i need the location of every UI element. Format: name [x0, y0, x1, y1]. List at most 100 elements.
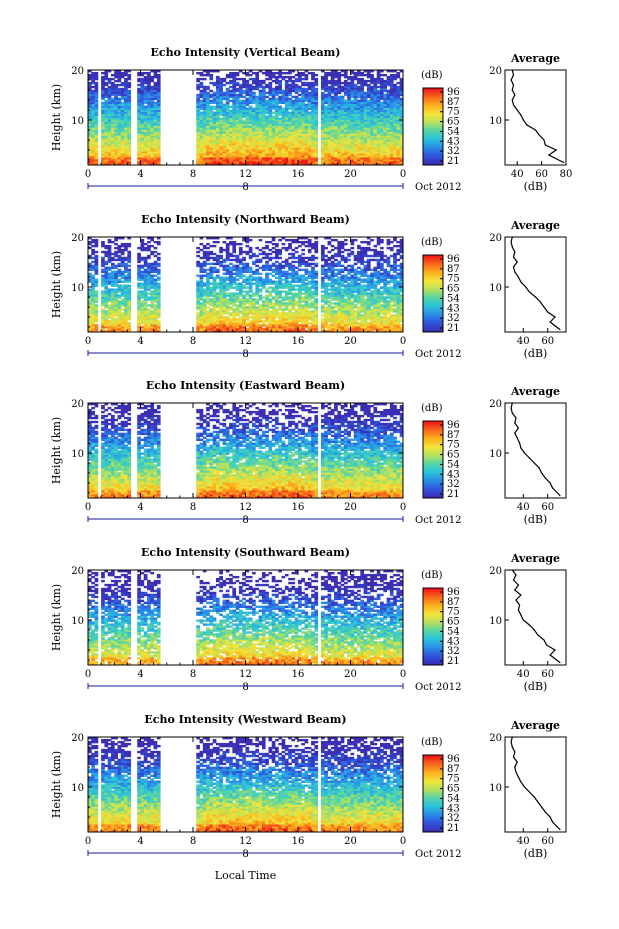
heatmap-cell [104, 121, 109, 124]
heatmap-cell [232, 272, 237, 276]
heatmap-cell [91, 113, 95, 116]
heatmap-cell [232, 308, 237, 311]
heatmap-cell [120, 153, 125, 156]
heatmap-cell [153, 141, 158, 144]
heatmap-cell [140, 135, 145, 138]
heatmap-cell [117, 300, 122, 303]
heatmap-cell [143, 99, 148, 103]
heatmap-cell [209, 250, 214, 254]
heatmap-cell [88, 123, 92, 126]
heatmap-cell [143, 115, 148, 118]
heatmap-cell [127, 157, 132, 160]
heatmap-cell [156, 153, 161, 156]
heatmap-cell [265, 115, 269, 118]
heatmap-cell [153, 151, 158, 154]
heatmap-cell [232, 258, 237, 262]
heatmap-cell [314, 77, 319, 81]
heatmap-cell [337, 71, 342, 75]
heatmap-cell [153, 70, 158, 73]
heatmap-cell [107, 79, 112, 83]
heatmap-cell [209, 89, 214, 93]
heatmap-cell [363, 91, 368, 95]
heatmap-cell [124, 125, 128, 128]
heatmap-cell [110, 87, 115, 91]
heatmap-cell [107, 89, 112, 93]
heatmap-cell [353, 83, 358, 87]
heatmap-cell [153, 254, 158, 258]
heatmap-cell [383, 93, 387, 97]
heatmap-cell [110, 115, 115, 118]
heatmap-cell [150, 103, 155, 107]
heatmap-cell [107, 77, 112, 81]
heatmap-cell [117, 157, 122, 160]
heatmap-cell [153, 117, 158, 120]
heatmap-cell [107, 127, 112, 130]
heatmap-cell [127, 322, 132, 325]
heatmap-cell [101, 163, 105, 166]
heatmap-cell [124, 79, 128, 83]
heatmap-cell [101, 139, 105, 142]
heatmap-cell [150, 70, 155, 73]
heatmap-cell [199, 111, 204, 114]
heatmap-cell [101, 83, 105, 87]
heatmap-cell [94, 81, 99, 85]
heatmap-cell [225, 282, 230, 285]
heatmap-cell [150, 161, 155, 164]
heatmap-cell [94, 87, 99, 91]
heatmap-cell [143, 109, 148, 112]
heatmap-cell [209, 282, 214, 285]
heatmap-cell [94, 153, 99, 156]
heatmap-cell [229, 105, 233, 109]
heatmap-cell [137, 73, 141, 77]
heatmap-cell [147, 151, 151, 154]
heatmap-cell [110, 83, 115, 87]
heatmap-cell [314, 73, 319, 77]
heatmap-cell [124, 95, 128, 99]
colorbar-tick-label: 21 [447, 156, 460, 167]
heatmap-cell [91, 75, 95, 79]
heatmap-cell [91, 107, 95, 110]
heatmap-cell [150, 151, 155, 154]
heatmap-cell [143, 163, 148, 166]
heatmap-cell [101, 129, 105, 132]
heatmap-cell [88, 99, 92, 103]
heatmap-cell [120, 73, 125, 77]
heatmap-cell [196, 77, 200, 81]
heatmap-cell [101, 155, 105, 158]
heatmap-cell [389, 73, 394, 77]
heatmap-cell [150, 129, 155, 132]
heatmap-cell [114, 115, 118, 118]
heatmap-cell [153, 260, 158, 264]
heatmap-cell [91, 147, 95, 150]
heatmap-cell [107, 163, 112, 166]
heatmap-cell [101, 250, 105, 254]
heatmap-cell [196, 250, 200, 254]
heatmap-cell [91, 264, 95, 268]
heatmap-cell [110, 111, 115, 114]
heatmap-cell [245, 71, 250, 75]
heatmap-cell [127, 131, 132, 134]
heatmap-cell [124, 149, 128, 152]
heatmap-cell [156, 145, 161, 148]
heatmap-cell [196, 71, 200, 75]
heatmap-cell [107, 149, 112, 152]
heatmap-cell [104, 101, 109, 105]
heatmap-cell [114, 149, 118, 152]
heatmap-cell [88, 73, 92, 77]
heatmap-cell [150, 101, 155, 105]
heatmap-cell [110, 163, 115, 166]
heatmap-cell [110, 77, 115, 81]
average-profile-point [563, 161, 565, 164]
heatmap-cell [294, 77, 299, 81]
heatmap-cell [114, 258, 118, 262]
heatmap-cell [94, 159, 99, 162]
heatmap-cell [107, 266, 112, 270]
heatmap-cell [153, 163, 158, 166]
heatmap-cell [117, 123, 122, 126]
heatmap-cell [140, 89, 145, 93]
heatmap-cell [124, 103, 128, 107]
heatmap-cell [288, 97, 292, 101]
heatmap-cell [215, 292, 220, 295]
heatmap-cell [91, 125, 95, 128]
heatmap-cell [117, 107, 122, 110]
